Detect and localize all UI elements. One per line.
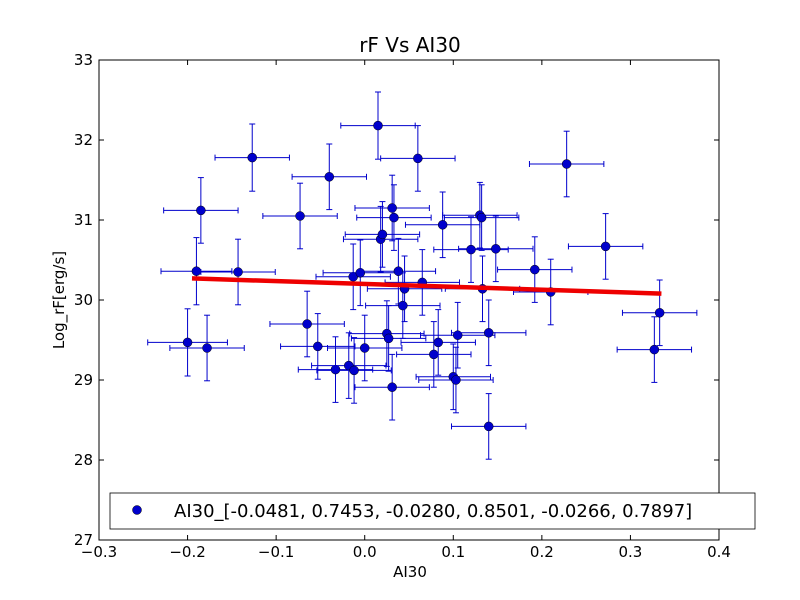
y-tick-label: 28: [74, 451, 93, 469]
data-point-group: [567, 213, 644, 280]
data-point: [600, 241, 611, 252]
legend-box: [109, 492, 756, 530]
data-point: [476, 212, 487, 223]
data-point-group: [280, 313, 356, 380]
data-point-group: [404, 191, 481, 259]
data-point: [202, 343, 212, 353]
data-point-group: [396, 321, 472, 388]
data-point-group: [327, 314, 403, 382]
chart-title: rF Vs AI30: [359, 33, 461, 57]
data-point-group: [200, 238, 276, 306]
data-point-group: [340, 91, 416, 160]
data-point: [413, 153, 423, 164]
x-tick-label: −0.3: [81, 543, 117, 561]
data-point: [247, 152, 257, 163]
plot-content: [147, 91, 698, 460]
y-tick-label: 32: [74, 131, 93, 149]
data-point: [313, 341, 323, 352]
data-point: [483, 421, 494, 432]
legend-marker: [132, 505, 142, 515]
y-tick-label: 29: [74, 371, 93, 389]
data-point: [196, 205, 206, 216]
y-axis-label: Log_rF[erg/s]: [50, 251, 69, 349]
data-point-group: [458, 215, 534, 283]
x-tick-label: 0.2: [530, 543, 554, 561]
data-point: [377, 229, 388, 240]
x-tick-label: −0.1: [258, 543, 294, 561]
data-point: [466, 244, 476, 255]
data-point-group: [269, 290, 345, 358]
legend: AI30_[-0.0481, 0.7453, -0.0280, 0.8501, …: [109, 492, 756, 530]
data-point: [191, 266, 202, 276]
x-tick-label: −0.2: [169, 543, 205, 561]
data-point-group: [616, 316, 693, 383]
data-point: [387, 203, 397, 213]
data-point-group: [356, 184, 432, 251]
x-tick-label: 0.4: [707, 543, 731, 561]
y-tick-label: 27: [74, 531, 93, 549]
data-point-group: [214, 123, 290, 192]
data-point-group: [451, 299, 527, 367]
data-point-group: [443, 184, 520, 251]
data-point-group: [163, 177, 239, 244]
data-point: [330, 364, 341, 375]
data-point-group: [169, 314, 245, 382]
data-point: [452, 330, 463, 340]
data-point-group: [354, 353, 430, 421]
data-point-group: [350, 305, 427, 372]
data-point-group: [344, 201, 421, 268]
data-point: [389, 212, 399, 223]
data-point-group: [316, 337, 392, 404]
data-point: [451, 375, 461, 385]
data-point: [295, 211, 305, 221]
data-point: [483, 328, 494, 338]
plot-frame: [98, 59, 720, 541]
fit-line-group: [191, 276, 662, 296]
x-tick-label: 0.0: [353, 543, 377, 561]
data-point-group: [621, 279, 698, 347]
data-point: [355, 268, 366, 278]
legend-label: AI30_[-0.0481, 0.7453, -0.0280, 0.8501, …: [174, 501, 692, 522]
y-tick-label: 30: [74, 291, 93, 309]
data-point: [433, 337, 443, 348]
data-point-group: [451, 393, 527, 460]
x-tick-label: 0.1: [441, 543, 465, 561]
data-point-group: [291, 143, 367, 211]
data-point: [429, 349, 439, 360]
data-point: [491, 244, 501, 254]
data-point-group: [360, 237, 437, 305]
data-point: [359, 343, 370, 353]
data-point: [393, 266, 404, 276]
y-tick-label: 31: [74, 211, 93, 229]
data-point: [302, 319, 312, 329]
data-point: [182, 337, 193, 348]
data-point: [233, 267, 243, 277]
fit-line: [191, 276, 662, 296]
data-point: [398, 300, 408, 311]
data-point-group: [349, 300, 425, 367]
data-point: [654, 308, 665, 318]
data-point-group: [147, 308, 228, 377]
data-point: [387, 382, 397, 392]
y-tick-label: 33: [74, 51, 93, 69]
data-point-group: [160, 237, 233, 306]
data-point: [324, 172, 335, 182]
data-point: [530, 264, 540, 275]
data-point-group: [380, 125, 456, 192]
data-point: [649, 344, 660, 355]
ticks-group: −0.3 −0.2 −0.1 0.0 0.1 0.2 0.3 0.4 27 28 29 30 31 32 3…: [74, 51, 731, 561]
data-point-group: [418, 346, 494, 414]
data-point: [561, 159, 572, 169]
x-axis-label: AI30: [393, 563, 427, 581]
x-tick-label: 0.3: [618, 543, 642, 561]
data-point-group: [262, 182, 338, 250]
data-point-group: [400, 309, 476, 376]
data-point: [349, 365, 359, 376]
data-point: [437, 220, 448, 230]
data-point: [373, 120, 383, 131]
data-point-group: [528, 130, 605, 198]
data-point: [383, 333, 394, 344]
